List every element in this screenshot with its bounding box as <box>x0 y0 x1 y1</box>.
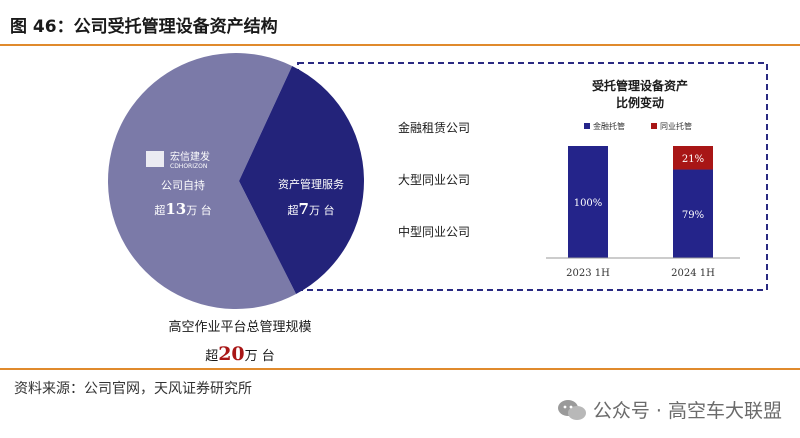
pie-slice-owned <box>108 52 297 309</box>
total-value: 超20万 台 <box>205 343 275 365</box>
service-breakdown-box <box>297 62 768 291</box>
bar-chart-title-line-1: 受托管理设备资产 <box>592 78 688 93</box>
owned-value: 超13万 台 <box>154 200 211 218</box>
service-category-0: 金融租赁公司 <box>398 120 470 135</box>
bar-label-0-series-0: 100% <box>574 198 603 209</box>
company-logo: 宏信建发 CDHORIZON <box>146 150 210 170</box>
pie-slice-service <box>239 65 364 295</box>
x-tick-label-1: 2024 1H <box>671 268 715 279</box>
bar-1-series-0 <box>673 169 713 258</box>
service-label: 资产管理服务 <box>278 177 344 191</box>
bar-0-series-0 <box>568 146 608 258</box>
wechat-icon <box>557 399 586 420</box>
service-value: 超7万 台 <box>288 200 335 218</box>
pie-chart <box>108 52 364 309</box>
logo-subtext: CDHORIZON <box>170 163 207 170</box>
bar-legend: 金融托管 同业托管 <box>584 121 692 131</box>
figure-title: 图 46：公司受托管理设备资产结构 <box>10 17 278 37</box>
x-tick-label-0: 2023 1H <box>566 268 610 279</box>
legend-label-0: 金融托管 <box>593 121 625 131</box>
top-rule <box>0 44 800 46</box>
bar-chart-title-line-2: 比例变动 <box>616 95 664 110</box>
bar-label-1-series-1: 21% <box>682 154 704 165</box>
bar-chart: 受托管理设备资产 比例变动 金融托管 同业托管 100% 79% 21% 2023 1… <box>546 78 740 279</box>
owned-label: 公司自持 <box>161 178 205 192</box>
service-category-1: 大型同业公司 <box>398 173 470 187</box>
source-note: 资料来源：公司官网，天风证券研究所 <box>14 381 252 397</box>
watermark: 公众号 · 高空车大联盟 <box>557 396 782 423</box>
bars: 100% 79% 21% <box>568 146 713 258</box>
x-tick-labels: 2023 1H 2024 1H <box>566 268 715 279</box>
bar-label-1-series-0: 79% <box>682 210 704 221</box>
bottom-rule <box>0 368 800 370</box>
total-label: 高空作业平台总管理规模 <box>168 319 311 335</box>
watermark-text: 公众号 · 高空车大联盟 <box>592 400 782 422</box>
bar-1-series-1 <box>673 146 713 170</box>
legend-swatch-0 <box>584 123 590 129</box>
logo-text: 宏信建发 <box>170 150 210 163</box>
legend-swatch-1 <box>651 123 657 129</box>
legend-label-1: 同业托管 <box>660 121 692 131</box>
service-category-2: 中型同业公司 <box>398 224 470 239</box>
